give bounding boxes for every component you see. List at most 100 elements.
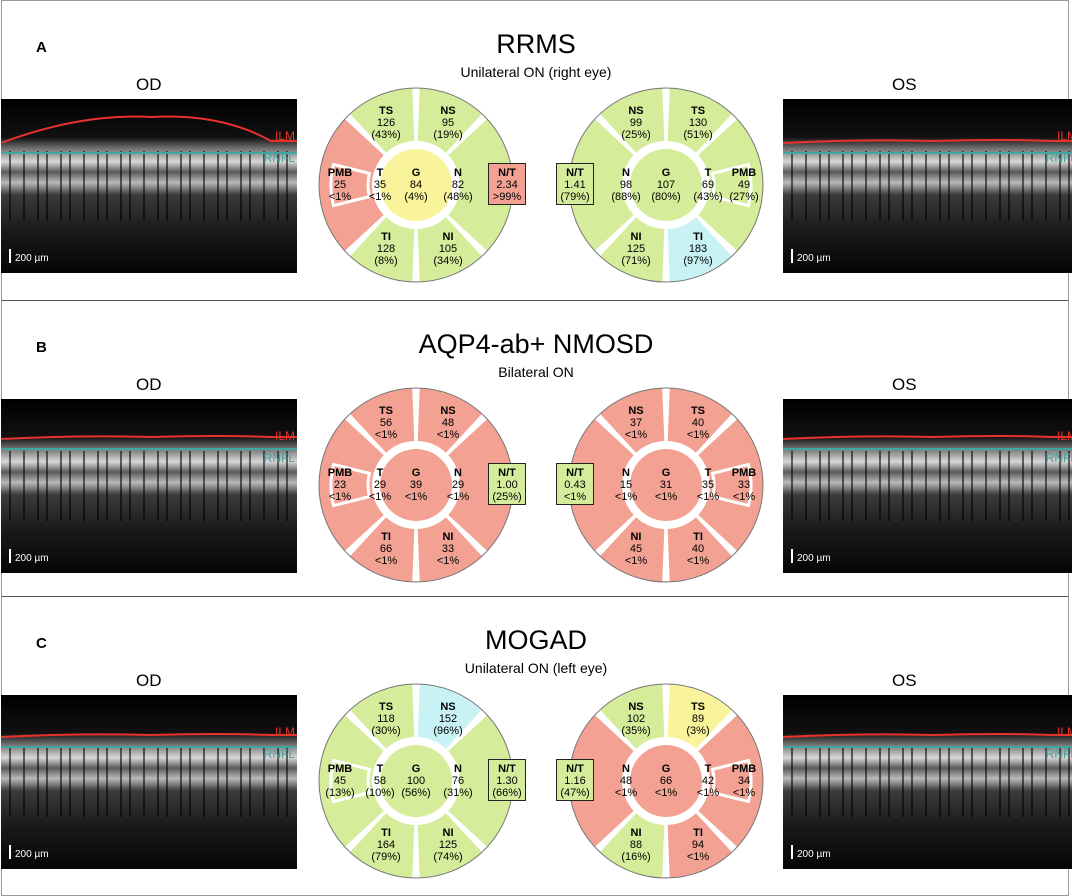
sector-percentile: <1% xyxy=(368,491,392,503)
sector-n xyxy=(569,419,634,551)
sector-ts xyxy=(667,684,732,749)
sector-label-ti: TI 94 <1% xyxy=(687,827,709,863)
sector-value: 35 xyxy=(373,179,387,191)
sector-name: G xyxy=(661,763,671,775)
sector-ti xyxy=(667,813,732,878)
vessel-shadow xyxy=(911,151,913,221)
sector-value: 107 xyxy=(656,179,676,191)
sector-ts xyxy=(350,684,415,749)
sector-percentile: <1% xyxy=(696,787,720,799)
vessel-shadow xyxy=(925,747,927,817)
sector-circle-os: NS 37 <1% TS 40 <1% PMB 33 <1% T 35 <1% N 15 <1% G 31 <1%… xyxy=(556,387,764,583)
sector-name: N xyxy=(622,763,630,775)
sector-value: 33 xyxy=(737,479,751,491)
sector-value: 37 xyxy=(629,417,643,429)
sector-name: G xyxy=(661,167,671,179)
sector-global xyxy=(630,449,702,521)
ilm-line xyxy=(783,139,1072,144)
vessel-shadow xyxy=(120,151,122,221)
sector-value: 105 xyxy=(438,243,458,255)
vessel-shadow xyxy=(249,747,251,817)
nt-ratio-box: N/T 1.30 (66%) xyxy=(488,759,526,801)
sector-label-t: T 35 <1% xyxy=(369,167,391,203)
sector-name: TI xyxy=(693,531,703,543)
sector-name: NI xyxy=(442,531,454,543)
sector-label-n: N 76 (31%) xyxy=(443,763,472,799)
ilm-label: ILM xyxy=(274,429,295,443)
sector-percentile: (51%) xyxy=(683,129,713,141)
vessel-shadow xyxy=(240,747,242,817)
sector-name: T xyxy=(704,167,712,179)
vessel-shadow xyxy=(1022,747,1024,817)
eye-label-os: OS xyxy=(892,75,917,94)
sector-pmb xyxy=(710,162,753,208)
sector-label-g: G 39 <1% xyxy=(405,467,427,503)
vessel-shadow xyxy=(180,151,182,221)
vessel-shadow xyxy=(985,151,987,221)
sector-name: T xyxy=(704,763,712,775)
vessel-shadow xyxy=(805,151,807,221)
rnfl-label: RNFL xyxy=(263,451,295,465)
sector-circle-os: NS 102 (35%) TS 89 (3%) PMB 34 <1% T 42 <1% N 48 <1% G 6… xyxy=(556,683,764,879)
nt-label: N/T xyxy=(566,467,584,479)
sector-label-t: T 35 <1% xyxy=(697,467,719,503)
sector-label-ts: TS 118 (30%) xyxy=(371,701,400,737)
sector-percentile: (27%) xyxy=(729,191,759,203)
rnfl-label: RNFL xyxy=(1045,747,1072,761)
sector-percentile: (13%) xyxy=(325,787,355,799)
sector-value: 48 xyxy=(619,775,633,787)
vessel-shadow xyxy=(203,747,205,817)
ilm-label: ILM xyxy=(1056,725,1072,739)
vessel-shadow xyxy=(999,451,1001,521)
vessel-shadow xyxy=(1031,151,1033,221)
vessel-shadow xyxy=(911,747,913,817)
vessel-shadow xyxy=(1059,151,1061,221)
sector-percentile: <1% xyxy=(436,429,460,441)
rnfl-label: RNFL xyxy=(1045,151,1072,165)
sector-name: PMB xyxy=(327,763,353,775)
sector-percentile: <1% xyxy=(696,491,720,503)
vessel-shadow xyxy=(83,151,85,221)
sector-label-ts: TS 40 <1% xyxy=(687,405,709,441)
sector-value: 40 xyxy=(691,543,705,555)
sector-label-ni: NI 45 <1% xyxy=(625,531,647,567)
sector-name: G xyxy=(411,467,421,479)
sector-percentile: (4%) xyxy=(404,191,428,203)
vessel-shadow xyxy=(1068,151,1070,221)
vessel-shadow xyxy=(23,151,25,221)
vessel-shadow xyxy=(971,451,973,521)
sector-percentile: (71%) xyxy=(621,255,651,267)
sector-value: 45 xyxy=(629,543,643,555)
nt-ratio-box: N/T 1.16 (47%) xyxy=(556,759,594,801)
oct-scan-graphic xyxy=(1,399,297,573)
vessel-shadow xyxy=(1022,451,1024,521)
ilm-line xyxy=(1,115,297,144)
sector-name: N xyxy=(454,167,462,179)
sector-label-ti: TI 164 (79%) xyxy=(371,827,400,863)
vessel-shadow xyxy=(939,451,941,521)
sector-percentile: <1% xyxy=(686,429,710,441)
vessel-shadow xyxy=(1008,151,1010,221)
nt-percentile: (47%) xyxy=(560,787,590,799)
vessel-shadow xyxy=(1031,747,1033,817)
sector-label-g: G 84 (4%) xyxy=(404,167,427,203)
nt-label: N/T xyxy=(566,763,584,775)
sector-map xyxy=(568,387,764,583)
sector-name: TS xyxy=(378,701,394,713)
sector-label-ts: TS 89 (3%) xyxy=(686,701,709,737)
sector-name: PMB xyxy=(327,167,353,179)
sector-name: NS xyxy=(628,701,644,713)
sector-percentile: (25%) xyxy=(621,129,651,141)
sector-name: N xyxy=(454,763,462,775)
vessel-shadow xyxy=(985,747,987,817)
sector-ti xyxy=(667,517,732,582)
sector-value: 66 xyxy=(659,775,673,787)
sector-percentile: <1% xyxy=(368,191,392,203)
oct-scan-graphic xyxy=(783,399,1072,573)
sector-name: TI xyxy=(693,231,703,243)
vessel-shadow xyxy=(97,451,99,521)
sector-percentile: (31%) xyxy=(443,787,473,799)
sector-circle-od: TS 126 (43%) NS 95 (19%) PMB 25 <1% T 35 <1% N 82 (48%… xyxy=(318,87,526,283)
ilm-label: ILM xyxy=(274,129,295,143)
sector-name: NI xyxy=(630,827,642,839)
